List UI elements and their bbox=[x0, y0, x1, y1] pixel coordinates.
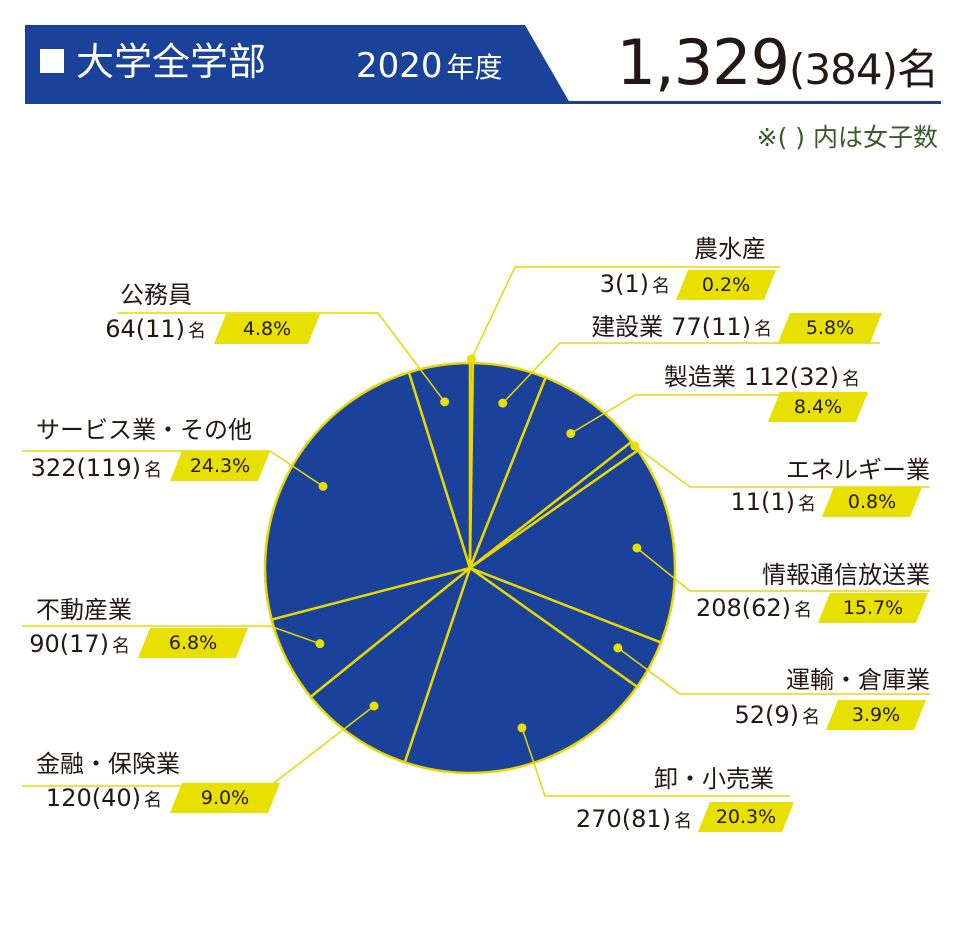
slice-count-unit: 名 bbox=[144, 460, 162, 481]
title-banner bbox=[25, 25, 570, 103]
slice-count-unit: 名 bbox=[802, 707, 820, 728]
slice-count-value: 120(40) bbox=[45, 784, 141, 812]
slice-count-unit: 名 bbox=[674, 811, 692, 832]
leader-dot bbox=[315, 639, 325, 649]
slice-count: 52(9) 名 bbox=[734, 699, 820, 734]
total-unit: 名 bbox=[896, 45, 939, 94]
year-value: 2020 bbox=[356, 46, 443, 86]
pie-slice bbox=[308, 564, 473, 764]
slice-percent: 6.8% bbox=[138, 628, 248, 658]
slice-name: 不動産業 bbox=[36, 596, 132, 624]
leader-dot bbox=[498, 398, 508, 408]
pie-slice bbox=[467, 448, 677, 645]
slice-percent: 9.0% bbox=[170, 783, 280, 813]
slice-count: 112(32) 名 bbox=[744, 361, 860, 396]
slice-count: 270(81) 名 bbox=[576, 803, 692, 838]
leader-dot bbox=[440, 397, 450, 407]
slice-count: 64(11) 名 bbox=[105, 313, 206, 348]
slice-count-unit: 名 bbox=[754, 319, 772, 340]
slice-name: 運輸・倉庫業 bbox=[786, 666, 930, 694]
slice-count-unit: 名 bbox=[842, 369, 860, 390]
title-underline bbox=[25, 101, 941, 104]
leader-dot bbox=[369, 701, 379, 711]
slice-count: 322(119) 名 bbox=[31, 452, 162, 487]
leader-line bbox=[502, 342, 880, 404]
slice-count-unit: 名 bbox=[144, 790, 162, 811]
leader-dot bbox=[318, 481, 328, 491]
slice-count-value: 208(62) bbox=[695, 594, 791, 622]
page-title-text: 大学全学部 bbox=[76, 40, 267, 84]
slice-name: 金融・保険業 bbox=[36, 750, 180, 778]
leader-dot bbox=[632, 543, 642, 553]
slice-count-unit: 名 bbox=[798, 494, 816, 515]
slice-name: 情報通信放送業 bbox=[762, 561, 930, 589]
slice-percent: 24.3% bbox=[170, 451, 270, 481]
slice-name: 公務員 bbox=[120, 281, 192, 309]
slice-percent: 0.2% bbox=[676, 270, 776, 300]
slice-percent: 4.8% bbox=[214, 314, 320, 344]
slice-count: 3(1) 名 bbox=[600, 268, 670, 303]
square-bullet-icon bbox=[40, 49, 64, 73]
leader-line bbox=[617, 647, 930, 695]
slice-count-value: 77(11) bbox=[671, 313, 751, 341]
slice-count-value: 3(1) bbox=[599, 270, 649, 298]
slice-count: 90(17) 名 bbox=[29, 628, 130, 663]
slice-count-unit: 名 bbox=[188, 321, 206, 342]
slice-percent: 15.7% bbox=[818, 593, 928, 623]
slice-name: 農水産 bbox=[694, 235, 766, 263]
slice-percent: 0.8% bbox=[822, 487, 922, 517]
slice-count-value: 322(119) bbox=[30, 454, 141, 482]
pie-slice bbox=[263, 370, 472, 622]
slice-count-unit: 名 bbox=[112, 636, 130, 657]
leader-line bbox=[22, 450, 324, 487]
slice-count-value: 112(32) bbox=[743, 363, 839, 391]
slice-name: 卸・小売業 bbox=[654, 765, 774, 793]
slice-count: 11(1) 名 bbox=[730, 486, 816, 521]
slice-count-unit: 名 bbox=[794, 600, 812, 621]
female-note: ※( ) 内は女子数 bbox=[756, 123, 938, 152]
slice-count-value: 90(17) bbox=[29, 630, 109, 658]
slice-count: 208(62) 名 bbox=[696, 592, 812, 627]
leader-dot bbox=[466, 354, 476, 364]
slice-name: エネルギー業 bbox=[786, 456, 930, 484]
slice-percent: 8.4% bbox=[768, 392, 868, 422]
slice-name: サービス業・その他 bbox=[36, 416, 252, 444]
total-count: 1,329(384)名 bbox=[616, 26, 939, 107]
leader-line bbox=[521, 727, 790, 797]
slice-percent: 5.8% bbox=[778, 313, 882, 343]
slice-count: 77(11) 名 bbox=[671, 311, 772, 346]
slice-count: 120(40) 名 bbox=[46, 782, 162, 817]
slice-percent: 20.3% bbox=[698, 802, 794, 832]
year-unit: 年度 bbox=[446, 51, 503, 84]
year-label: 2020 年度 bbox=[356, 44, 503, 90]
slice-count-unit: 名 bbox=[652, 276, 670, 297]
leader-dot bbox=[613, 643, 623, 653]
leader-line bbox=[470, 266, 780, 360]
total-value: 1,329 bbox=[616, 26, 790, 99]
leader-dot bbox=[566, 428, 576, 438]
slice-name: 製造業 bbox=[663, 363, 736, 391]
page-title: 大学全学部 bbox=[40, 38, 266, 86]
leader-dot bbox=[630, 441, 640, 451]
leader-line bbox=[636, 547, 930, 592]
leader-line bbox=[22, 625, 321, 645]
slice-percent: 3.9% bbox=[826, 700, 926, 730]
slice-count-value: 64(11) bbox=[105, 315, 185, 343]
leader-line bbox=[118, 312, 446, 403]
total-female: (384) bbox=[789, 45, 898, 94]
slice-count-value: 11(1) bbox=[730, 488, 795, 516]
leader-dot bbox=[517, 723, 527, 733]
pie-slice bbox=[467, 375, 634, 572]
slice-count-value: 52(9) bbox=[734, 701, 799, 729]
slice-name: 建設業 bbox=[591, 313, 664, 341]
slice-count-value: 270(81) bbox=[575, 805, 671, 833]
